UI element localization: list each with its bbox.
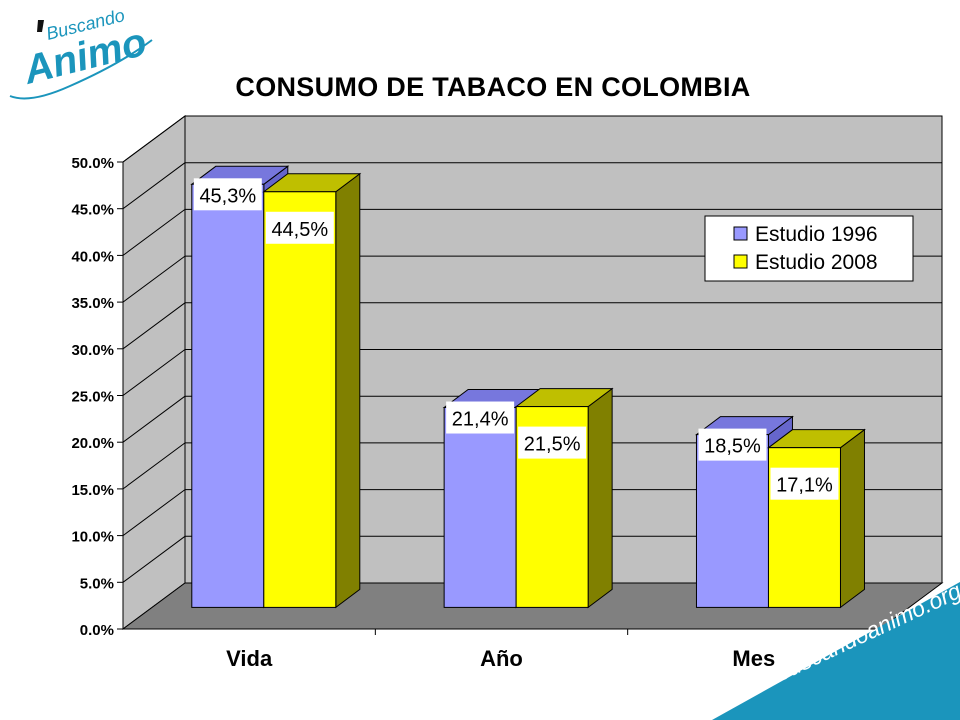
bar [443,407,517,608]
url-banner-band [712,582,960,720]
legend-label: Estudio 1996 [755,223,878,246]
data-label: 21,5% [524,434,581,456]
y-tick-label: 15.0% [71,482,114,499]
gridline-side [122,442,186,490]
gridline-side [122,535,186,583]
x-tick-label: Vida [226,646,273,671]
data-label-box [698,428,767,461]
legend-swatch [733,226,748,241]
gridline-side [122,395,186,443]
legend-label: Estudio 2008 [755,251,878,274]
data-label: 21,4% [452,409,509,431]
bar [263,191,337,608]
y-tick-label: 40.0% [71,248,114,265]
buscando-animo-logo: Buscando Animo [9,5,153,100]
data-label: 44,5% [271,219,328,241]
x-tick-label: Mes [732,646,775,671]
data-label: 45,3% [199,185,256,207]
data-label-box [446,401,515,434]
data-label-box [518,426,587,459]
y-tick-label: 5.0% [80,575,114,592]
y-tick-label: 30.0% [71,342,114,359]
gridline-side [122,115,186,163]
logo-swoosh [9,39,153,100]
data-label-box [770,467,839,500]
gridline-side [122,208,186,256]
data-label: 18,5% [704,436,761,458]
gridline-side [122,255,186,303]
gridline-side [122,302,186,350]
x-tick-label: Año [480,646,523,671]
y-tick-label: 50.0% [71,155,114,172]
data-label-box [193,178,262,211]
logo-apostrophe [37,20,44,32]
gridline-side [122,489,186,537]
y-tick-label: 45.0% [71,202,114,219]
y-tick-label: 35.0% [71,295,114,312]
y-tick-label: 25.0% [71,389,114,406]
y-tick-label: 10.0% [71,529,114,546]
gridline-side [122,162,186,210]
data-label: 17,1% [776,475,833,497]
chart-title: CONSUMO DE TABACO EN COLOMBIA [235,72,751,102]
legend-swatch [733,254,748,269]
data-label-box [265,211,334,244]
gridline-side [122,349,186,396]
y-tick-label: 0.0% [80,622,114,639]
y-tick-label: 20.0% [71,435,114,452]
